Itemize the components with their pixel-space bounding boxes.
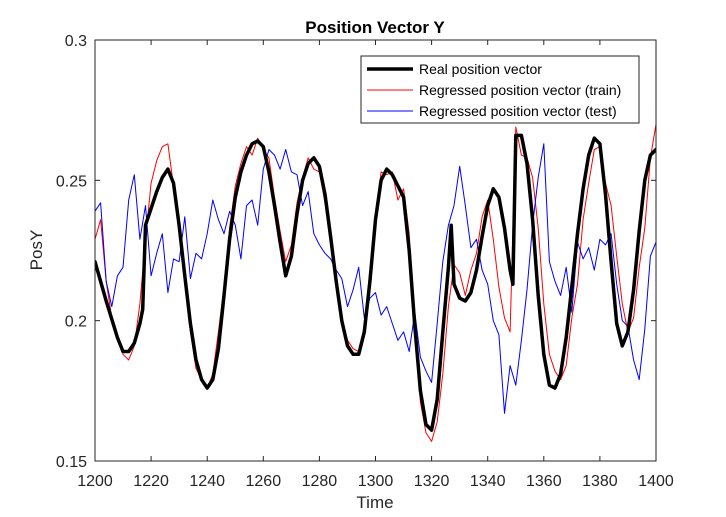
legend-item-real: Real position vector <box>367 61 542 77</box>
x-tick-label: 1220 <box>133 473 169 490</box>
series-real-line <box>95 133 656 432</box>
x-axis-title: Time <box>356 493 393 512</box>
legend-label: Regressed position vector (train) <box>419 82 621 98</box>
x-tick-label: 1400 <box>638 473 674 490</box>
y-axis-title: PosY <box>27 230 46 271</box>
legend-item-train: Regressed position vector (train) <box>367 82 621 98</box>
chart-title: Position Vector Y <box>305 18 445 37</box>
legend: Real position vector Regressed position v… <box>360 55 640 124</box>
y-axis: 0.15 0.2 0.25 0.3 <box>56 33 656 471</box>
y-tick-label: 0.15 <box>56 454 87 471</box>
series-test-line <box>95 143 656 414</box>
x-tick-label: 1260 <box>246 473 282 490</box>
x-axis: 1200 1220 1240 1260 1280 1300 1320 1340 1360 1380… <box>77 40 674 490</box>
x-tick-label: 1380 <box>582 473 618 490</box>
x-tick-label: 1200 <box>77 473 113 490</box>
legend-label: Regressed position vector (test) <box>419 103 617 119</box>
x-tick-label: 1240 <box>189 473 225 490</box>
series-layer <box>95 123 656 442</box>
x-tick-label: 1320 <box>414 473 450 490</box>
y-tick-label: 0.2 <box>65 314 87 331</box>
legend-label: Real position vector <box>419 61 542 77</box>
y-tick-label: 0.3 <box>65 33 87 50</box>
legend-item-test: Regressed position vector (test) <box>367 103 617 119</box>
y-tick-label: 0.25 <box>56 173 87 190</box>
x-tick-label: 1360 <box>526 473 562 490</box>
x-tick-label: 1300 <box>358 473 394 490</box>
x-tick-label: 1340 <box>470 473 506 490</box>
x-tick-label: 1280 <box>302 473 338 490</box>
